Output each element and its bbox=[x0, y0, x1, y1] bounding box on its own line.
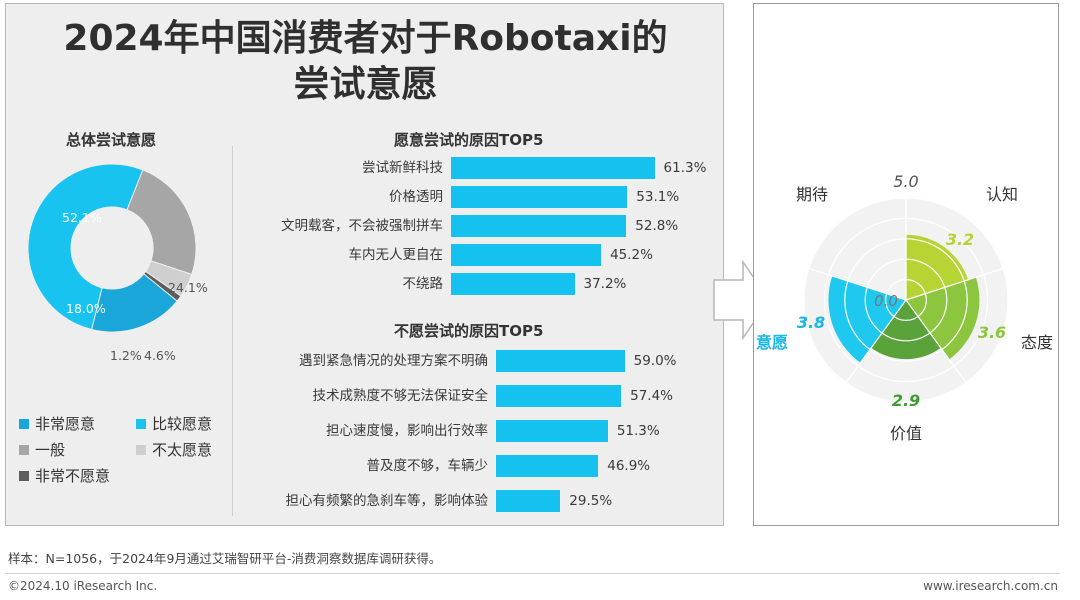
bar bbox=[451, 244, 602, 266]
radar-value-value: 2.9 bbox=[892, 391, 920, 410]
bar bbox=[451, 273, 575, 295]
bar bbox=[451, 215, 627, 237]
radar-spoke bbox=[905, 267, 1004, 301]
radar-sector-cognition bbox=[906, 234, 969, 300]
bar-value-label: 61.3% bbox=[663, 160, 707, 176]
bar-value-label: 57.4% bbox=[630, 388, 674, 404]
page-title: 2024年中国消费者对于Robotaxi的 尝试意愿 bbox=[6, 16, 725, 108]
bar-row: 文明载客，不会被强制拼车 52.8% bbox=[6, 215, 725, 237]
bar-value-label: 52.8% bbox=[635, 218, 679, 234]
bar bbox=[496, 385, 622, 407]
donut-label-very-willing: 18.0% bbox=[66, 301, 106, 316]
radar-axis-label-attitude: 态度 bbox=[1021, 333, 1053, 352]
bar-category-label: 车内无人更自在 bbox=[348, 247, 444, 263]
donut-label-willing: 52.1% bbox=[62, 210, 102, 225]
overall-donut-chart: 52.1% 18.0% 24.1% 1.2% 4.6% bbox=[27, 163, 208, 362]
bar-category-label: 尝试新鲜科技 bbox=[362, 160, 443, 176]
radar-sector-willingness bbox=[828, 276, 906, 363]
legend-label: 一般 bbox=[35, 441, 66, 459]
radar-spoke bbox=[905, 299, 967, 383]
radar-value-attitude: 3.6 bbox=[978, 323, 1006, 342]
bar-category-label: 技术成熟度不够无法保证安全 bbox=[312, 388, 489, 404]
radar-axis-label-willingness: 意愿 bbox=[756, 333, 788, 352]
donut-slice-very-willing bbox=[91, 273, 178, 333]
donut-slice-neutral bbox=[126, 169, 197, 276]
survey-panel: 2024年中国消费者对于Robotaxi的 尝试意愿 总体尝试意愿 愿意尝试的原… bbox=[5, 3, 724, 526]
website-link[interactable]: www.iresearch.com.cn bbox=[923, 579, 1058, 593]
bar-row: 车内无人更自在 45.2% bbox=[6, 244, 725, 266]
bar bbox=[496, 455, 599, 477]
bar-value-label: 46.9% bbox=[607, 458, 651, 474]
bar-row: 价格透明 53.1% bbox=[6, 186, 725, 208]
radar-spoke bbox=[808, 267, 907, 301]
radar-sector-value bbox=[871, 300, 941, 360]
bar bbox=[496, 490, 561, 512]
legend-label: 非常愿意 bbox=[35, 415, 96, 433]
title-line-2: 尝试意愿 bbox=[293, 64, 438, 105]
title-line-1: 2024年中国消费者对于Robotaxi的 bbox=[63, 18, 668, 59]
radar-panel: 期待 认知态度价值 意愿 5.0 0.0 3.2 3.6 2.9 3.8 bbox=[753, 3, 1059, 526]
willing-subtitle: 愿意尝试的原因TOP5 bbox=[394, 131, 544, 149]
radar-value-cognition: 3.2 bbox=[946, 230, 974, 249]
legend-item-willing: 比较愿意 bbox=[136, 413, 212, 434]
legend-swatch bbox=[19, 470, 29, 481]
legend-item-very-willing: 非常愿意 bbox=[19, 413, 95, 434]
radar-value-willingness: 3.8 bbox=[797, 313, 825, 332]
bar-value-label: 45.2% bbox=[610, 247, 653, 263]
legend-label: 不太愿意 bbox=[152, 441, 213, 459]
donut-label-neutral: 24.1% bbox=[168, 280, 208, 295]
radar-scale-max: 5.0 bbox=[893, 172, 918, 191]
bar-category-label: 普及度不够，车辆少 bbox=[366, 458, 489, 474]
radar-axis-label-expectation: 期待 bbox=[796, 185, 828, 204]
legend-swatch bbox=[19, 444, 29, 455]
donut-label-very-unwilling: 1.2% bbox=[110, 348, 142, 362]
bar-value-label: 51.3% bbox=[616, 423, 660, 439]
bar bbox=[496, 420, 608, 442]
bar-row: 尝试新鲜科技 61.3% bbox=[6, 157, 725, 179]
copyright: ©2024.10 iResearch Inc. bbox=[8, 579, 158, 593]
legend-label: 非常不愿意 bbox=[35, 467, 111, 485]
radar-spoke bbox=[845, 299, 907, 383]
radar-scale-min: 0.0 bbox=[874, 292, 898, 310]
legend-swatch bbox=[136, 444, 146, 455]
bar bbox=[451, 157, 655, 179]
bar-row: 技术成熟度不够无法保证安全 57.4% bbox=[6, 385, 725, 407]
bar-category-label: 价格透明 bbox=[389, 189, 443, 205]
bar bbox=[451, 186, 628, 208]
radar-axis-label-cognition: 认知 bbox=[986, 185, 1018, 204]
bar-value-label: 37.2% bbox=[583, 276, 627, 292]
legend-item-very-unwilling: 非常不愿意 bbox=[19, 465, 110, 486]
bar-row: 普及度不够，车辆少 46.9% bbox=[6, 455, 725, 477]
bar bbox=[496, 350, 625, 372]
legend-item-neutral: 一般 bbox=[19, 439, 65, 460]
bar-row: 不绕路 37.2% bbox=[6, 273, 725, 295]
bar-row: 担心有频繁的急刹车等，影响体验 29.5% bbox=[6, 490, 725, 512]
sample-note: 样本：N=1056，于2024年9月通过艾瑞智研平台-消费洞察数据库调研获得。 bbox=[8, 551, 442, 566]
bar-value-label: 29.5% bbox=[569, 493, 613, 509]
bar-value-label: 59.0% bbox=[633, 353, 677, 369]
legend-item-unwilling: 不太愿意 bbox=[136, 439, 212, 460]
section-divider bbox=[232, 146, 233, 516]
donut-label-unwilling: 4.6% bbox=[144, 348, 176, 362]
legend-label: 比较愿意 bbox=[152, 415, 213, 433]
bar-category-label: 不绕路 bbox=[402, 276, 444, 292]
bar-value-label: 53.1% bbox=[636, 189, 680, 205]
legend-swatch bbox=[19, 418, 29, 429]
bar-category-label: 文明载客，不会被强制拼车 bbox=[281, 218, 443, 234]
bar-row: 遇到紧急情况的处理方案不明确 59.0% bbox=[6, 350, 725, 372]
unwilling-subtitle: 不愿尝试的原因TOP5 bbox=[394, 322, 544, 340]
legend-swatch bbox=[136, 418, 146, 429]
radar-axis-label-value: 价值 bbox=[890, 424, 922, 443]
bar-category-label: 担心有频繁的急刹车等，影响体验 bbox=[285, 493, 489, 509]
bar-row: 担心速度慢，影响出行效率 51.3% bbox=[6, 420, 725, 442]
overall-subtitle: 总体尝试意愿 bbox=[66, 131, 157, 149]
footer-divider bbox=[5, 573, 1060, 574]
donut-slice-willing bbox=[27, 163, 144, 331]
bar-category-label: 遇到紧急情况的处理方案不明确 bbox=[299, 353, 488, 369]
bar-category-label: 担心速度慢，影响出行效率 bbox=[326, 423, 488, 439]
